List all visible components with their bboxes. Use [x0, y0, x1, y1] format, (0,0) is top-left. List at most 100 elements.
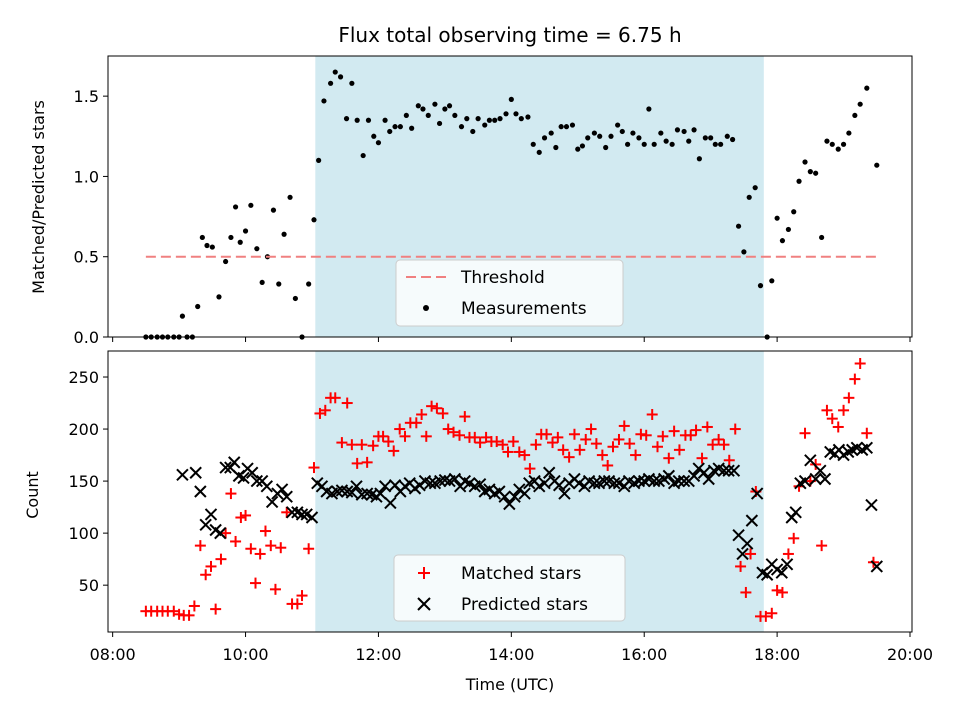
predicted-star-point	[260, 480, 274, 493]
measurement-point	[619, 128, 625, 135]
x-tick-label: 16:00	[621, 645, 667, 664]
predicted-star-point	[340, 485, 354, 498]
top-legend-box	[395, 259, 624, 327]
predicted-star-point	[424, 476, 437, 490]
measurement-point	[741, 249, 747, 255]
measurement-point	[702, 135, 708, 141]
matched-star-point	[630, 449, 642, 461]
top-y-axis-label: Matched/Predicted stars	[29, 100, 48, 294]
matched-star-point	[497, 439, 509, 451]
matched-star-point	[416, 408, 428, 420]
measurement-point	[209, 244, 215, 250]
measurement-point	[813, 170, 819, 176]
measurement-point	[382, 117, 388, 123]
matched-star-point	[502, 446, 514, 458]
predicted-star-point	[588, 476, 601, 490]
matched-star-point	[735, 560, 747, 572]
measurement-point	[486, 117, 493, 123]
predicted-star-point	[438, 473, 452, 487]
matched-star-point	[377, 430, 389, 442]
measurement-point	[228, 234, 234, 241]
measurement-point	[752, 185, 758, 191]
predicted-star-point	[295, 508, 309, 521]
matched-star-point	[635, 428, 647, 440]
matched-star-point	[685, 429, 697, 441]
measurement-point	[518, 116, 524, 122]
predicted-star-point	[697, 466, 711, 479]
measurement-point	[360, 152, 366, 159]
measurement-point	[365, 117, 372, 123]
matched-star-point	[245, 543, 257, 555]
measurement-point	[864, 85, 870, 91]
matched-star-point	[491, 436, 503, 448]
matched-star-point	[303, 543, 315, 555]
predicted-star-point	[345, 486, 359, 499]
predicted-star-point	[199, 518, 212, 532]
x-tick-label: 14:00	[488, 645, 534, 664]
measurement-point	[425, 112, 431, 119]
matched-star-point	[596, 449, 608, 461]
measurement-point	[482, 122, 488, 128]
predicted-star-point	[780, 558, 794, 571]
predicted-star-point	[558, 487, 571, 500]
measurement-point	[292, 295, 298, 302]
matched-star-point	[668, 425, 680, 437]
measurement-point	[597, 133, 603, 139]
predicted-star-point	[632, 474, 646, 488]
predicted-star-point	[598, 474, 611, 488]
measurement-point	[591, 130, 597, 136]
measurement-point	[387, 128, 393, 135]
matched-star-point	[194, 540, 206, 552]
predicted-star-point	[672, 474, 685, 488]
measurement-point	[857, 101, 863, 107]
x-axis-label: Time (UTC)	[465, 675, 554, 694]
matched-star-point	[410, 417, 422, 429]
top-axes-frame	[107, 55, 913, 338]
matched-star-point	[838, 404, 850, 416]
predicted-star-point	[285, 506, 299, 519]
bottom-axes-frame	[107, 350, 913, 633]
matched-star-point	[607, 441, 619, 453]
matched-star-point	[657, 430, 669, 442]
measurement-point	[681, 128, 687, 135]
predicted-star-point	[265, 495, 279, 509]
top-measurement-points	[143, 69, 880, 340]
matched-star-point	[205, 560, 217, 572]
measurement-point	[819, 234, 825, 241]
bottom-y-tick-label: 200	[68, 420, 99, 439]
measurement-point	[615, 122, 621, 128]
matched-star-point	[382, 436, 394, 448]
predicted-star-point	[237, 471, 250, 485]
matched-star-point	[341, 397, 353, 409]
predicted-legend-swatch	[417, 597, 431, 611]
matched-star-point	[652, 441, 664, 453]
matched-star-point	[590, 438, 602, 450]
measurement-point	[332, 69, 338, 75]
matched-star-point	[740, 586, 752, 598]
predicted-star-point	[204, 508, 218, 521]
bottom-y-axis: 50 100 150 200 250	[68, 368, 108, 595]
measurement-point	[852, 112, 858, 119]
matched-star-point	[729, 423, 741, 435]
measurement-point	[409, 125, 415, 131]
measurement-point	[242, 228, 249, 234]
matched-star-point	[367, 440, 379, 452]
measurement-point	[553, 144, 559, 151]
matched-star-point	[602, 459, 614, 471]
matched-star-point	[557, 444, 569, 456]
measurement-point	[541, 135, 548, 141]
matched-star-point	[200, 569, 212, 581]
predicted-star-point	[384, 496, 397, 510]
predicted-star-point	[176, 468, 189, 482]
measurement-point	[195, 303, 201, 310]
measurement-point	[232, 204, 239, 210]
measurement-point	[724, 133, 730, 139]
bottom-legend: Matched stars Predicted stars	[393, 554, 626, 622]
measurement-point	[625, 141, 631, 147]
matched-star-point	[547, 437, 559, 449]
top-y-tick-label: 1.5	[74, 87, 99, 106]
measurement-point	[824, 138, 830, 144]
measurement-point	[497, 116, 503, 122]
measurement-point	[248, 202, 254, 208]
predicted-star-points	[176, 441, 883, 581]
